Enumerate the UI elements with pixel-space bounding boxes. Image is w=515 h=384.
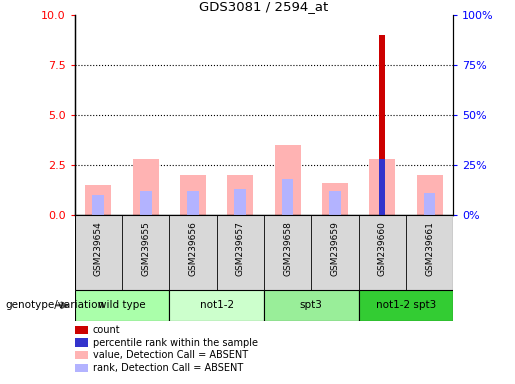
Text: rank, Detection Call = ABSENT: rank, Detection Call = ABSENT [93,363,243,373]
Text: spt3: spt3 [300,300,323,310]
Bar [75,290,169,321]
Bar [417,175,442,215]
Text: value, Detection Call = ABSENT: value, Detection Call = ABSENT [93,350,248,360]
Bar [369,159,395,215]
Text: count: count [93,325,121,335]
Bar [133,159,159,215]
Bar [93,195,104,215]
Bar [329,191,341,215]
Text: GSM239660: GSM239660 [377,221,387,276]
Bar [380,159,385,215]
Bar [380,35,385,215]
Title: GDS3081 / 2594_at: GDS3081 / 2594_at [199,0,329,13]
Text: GSM239654: GSM239654 [94,221,103,276]
Text: GSM239655: GSM239655 [141,221,150,276]
Text: GSM239659: GSM239659 [331,221,339,276]
Text: genotype/variation: genotype/variation [5,300,104,310]
Text: not1-2 spt3: not1-2 spt3 [376,300,436,310]
Bar [358,290,453,321]
Bar [424,193,435,215]
Bar [322,183,348,215]
Text: GSM239657: GSM239657 [236,221,245,276]
Bar [274,145,301,215]
Bar [180,175,206,215]
Text: GSM239658: GSM239658 [283,221,292,276]
Bar [264,290,358,321]
Text: wild type: wild type [98,300,146,310]
Bar [282,179,294,215]
Bar [85,185,111,215]
Bar [227,175,253,215]
Bar [169,290,264,321]
Bar [187,191,199,215]
Text: GSM239656: GSM239656 [188,221,197,276]
Text: not1-2: not1-2 [199,300,234,310]
Bar [234,189,246,215]
Bar [140,191,151,215]
Text: percentile rank within the sample: percentile rank within the sample [93,338,258,348]
Text: GSM239661: GSM239661 [425,221,434,276]
